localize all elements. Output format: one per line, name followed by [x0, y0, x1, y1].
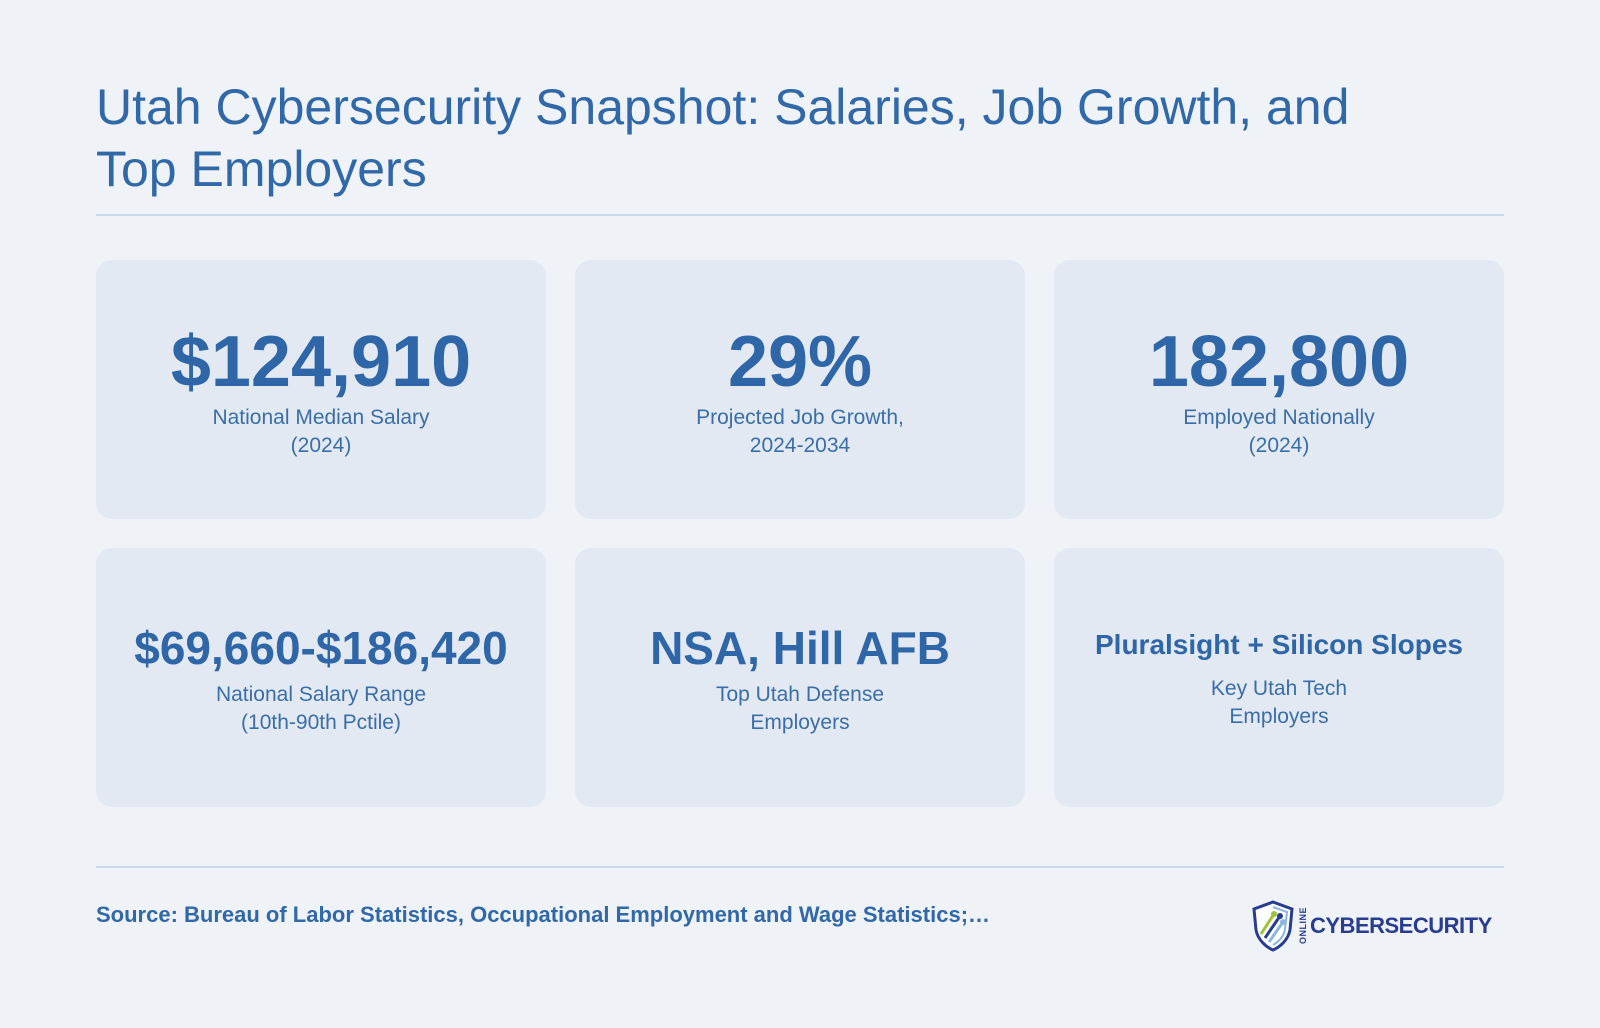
logo-online-text: ONLINE	[1298, 907, 1308, 945]
stat-value: 29%	[727, 321, 873, 402]
logo-wordmark: CYBERSECURITY	[1310, 913, 1492, 938]
stats-grid: $124,910 National Median Salary (2024) 2…	[96, 260, 1504, 807]
stat-value: NSA, Hill AFB	[650, 621, 950, 674]
stat-label: Key Utah Tech Employers	[1210, 676, 1348, 728]
stat-value: $124,910	[170, 321, 472, 402]
shield-circuit-icon	[1252, 900, 1294, 952]
footer-divider	[96, 866, 1504, 868]
stat-value: $69,660-$186,420	[134, 621, 508, 674]
stat-card-salary-range: $69,660-$186,420 National Salary Range (…	[96, 548, 546, 807]
stat-card-employed: 182,800 Employed Nationally (2024)	[1054, 260, 1504, 519]
stat-value: 182,800	[1148, 321, 1410, 402]
page-title: Utah Cybersecurity Snapshot: Salaries, J…	[96, 79, 1350, 197]
stat-label: Projected Job Growth, 2024-2034	[696, 405, 904, 457]
stat-card-tech-employers: Pluralsight + Silicon Slopes Key Utah Te…	[1054, 548, 1504, 807]
stat-value: Pluralsight + Silicon Slopes	[1095, 628, 1463, 660]
stat-label: Top Utah Defense Employers	[715, 682, 885, 734]
stat-card-median-salary: $124,910 National Median Salary (2024)	[96, 260, 546, 519]
title-divider	[96, 214, 1504, 216]
stat-card-job-growth: 29% Projected Job Growth, 2024-2034	[575, 260, 1025, 519]
stat-label: Employed Nationally (2024)	[1183, 405, 1375, 457]
source-note: Source: Bureau of Labor Statistics, Occu…	[96, 902, 991, 927]
stat-card-defense-employers: NSA, Hill AFB Top Utah Defense Employers	[575, 548, 1025, 807]
brand-logo: ONLINE CYBERSECURITY	[1250, 900, 1492, 952]
stat-label: National Median Salary (2024)	[212, 405, 430, 457]
stat-label: National Salary Range (10th-90th Pctile)	[215, 682, 427, 734]
